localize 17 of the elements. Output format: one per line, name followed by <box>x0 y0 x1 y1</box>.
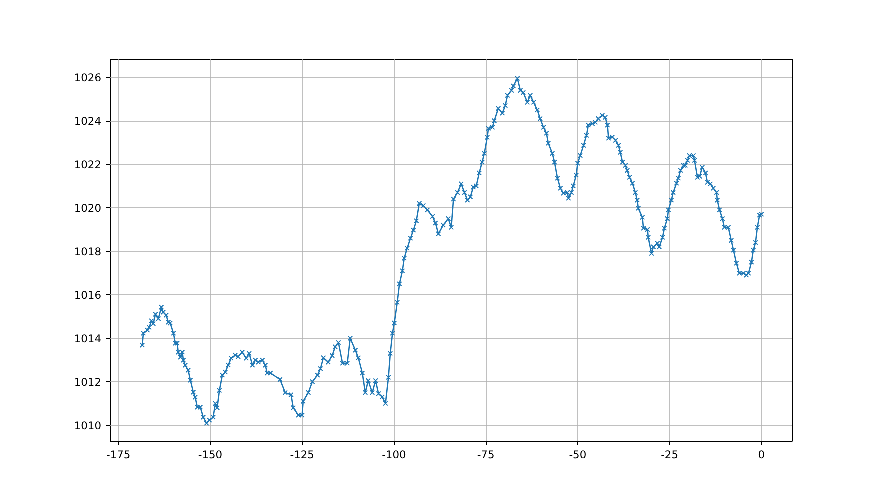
y-tick-label: 1020 <box>74 202 102 215</box>
y-tick-label: 1024 <box>74 115 102 128</box>
y-tick-label: 1010 <box>74 419 102 432</box>
x-tick-label: -150 <box>198 448 223 462</box>
y-tick-label: 1022 <box>74 158 102 172</box>
y-tick-label: 1016 <box>74 288 102 302</box>
y-tick-label: 1014 <box>74 332 102 346</box>
y-tick-label: 1012 <box>74 376 102 389</box>
x-tick-label: -125 <box>290 448 314 462</box>
x-tick-label: -25 <box>661 448 678 462</box>
x-tick-label: 0 <box>758 448 766 462</box>
x-tick-label: -100 <box>382 448 406 462</box>
x-tick-label: -175 <box>106 448 131 462</box>
x-tick-label: -75 <box>477 448 495 462</box>
x-tick-label: -50 <box>569 448 587 462</box>
y-tick-label: 1018 <box>74 245 102 258</box>
y-tick-label: 1026 <box>74 72 102 85</box>
